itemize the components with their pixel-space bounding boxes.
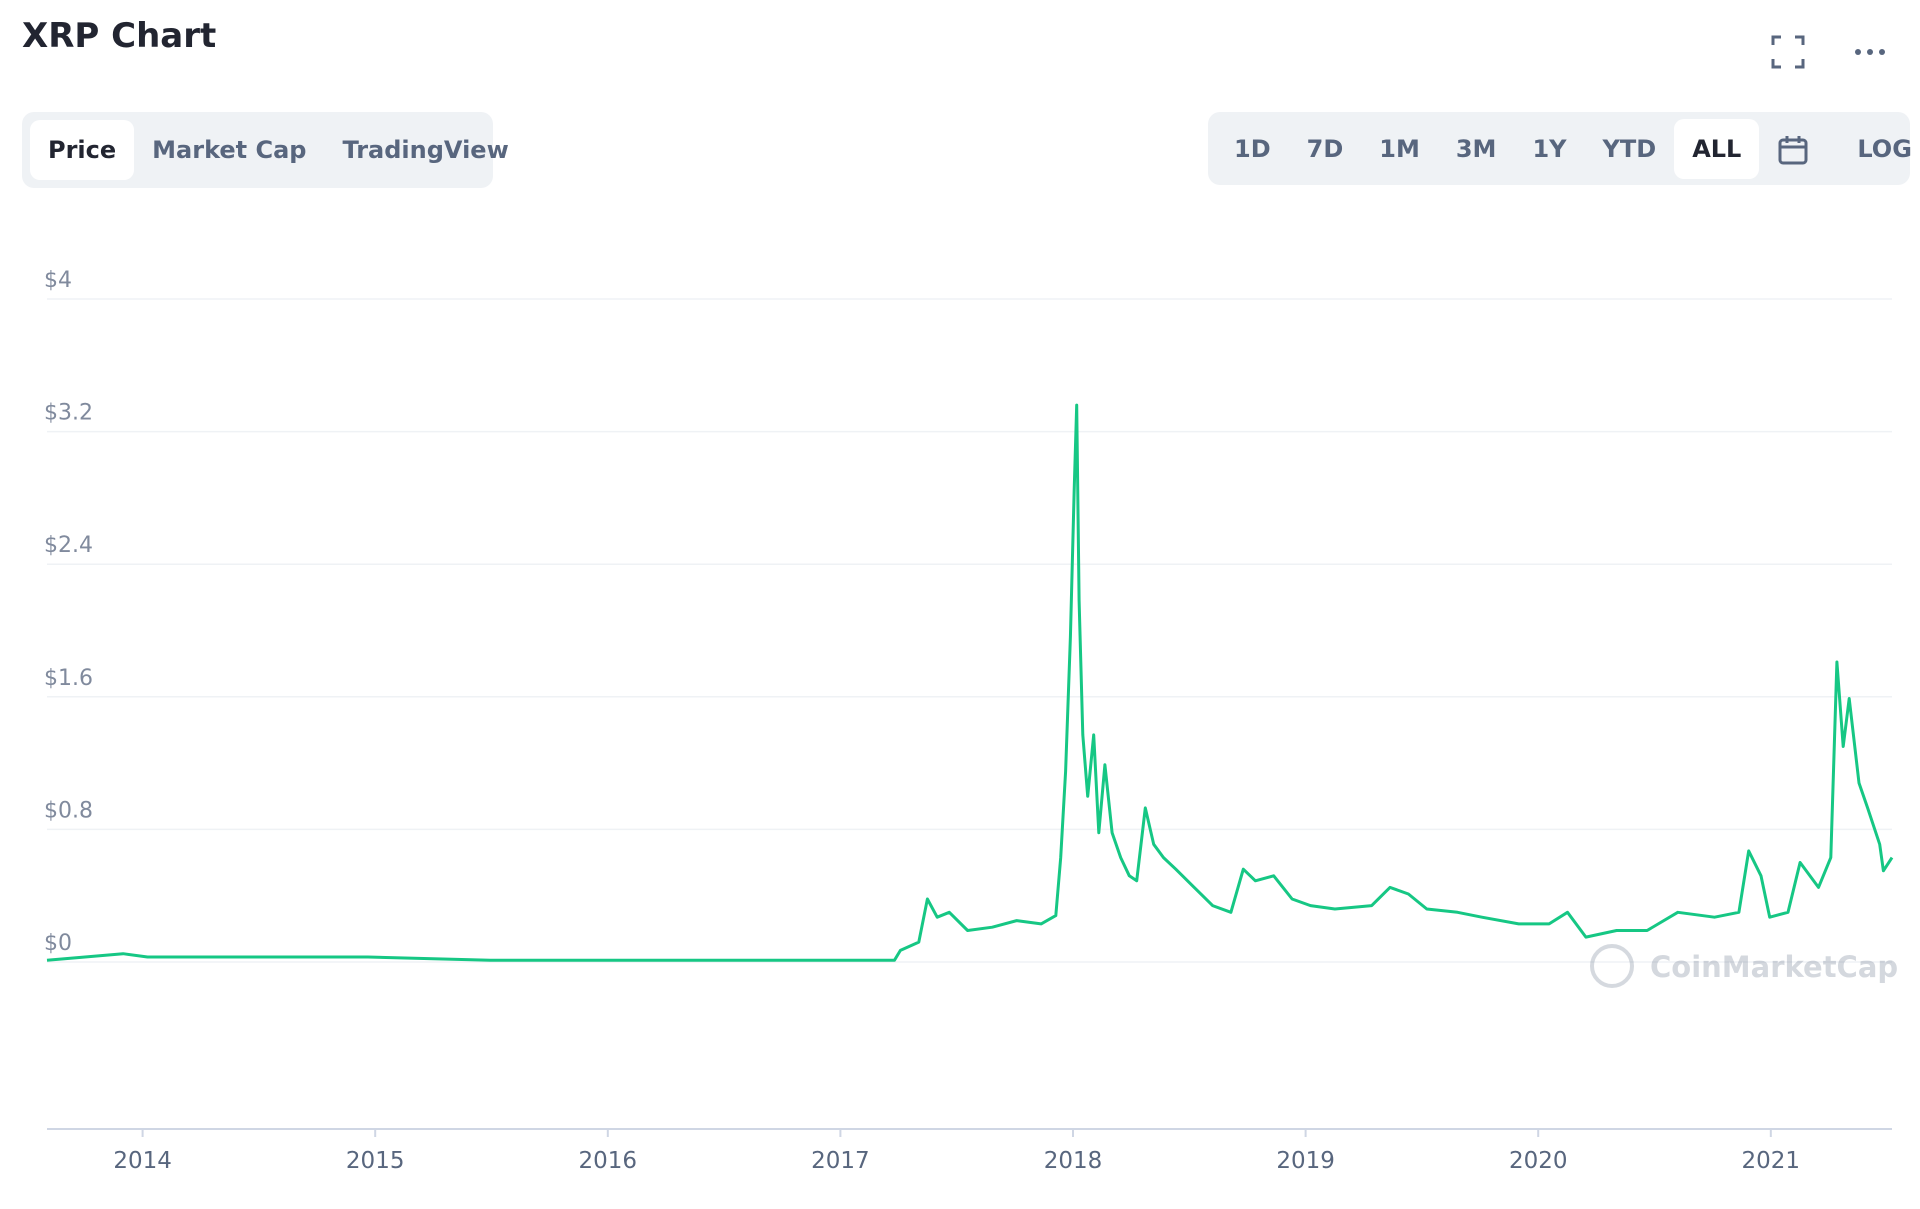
range-button[interactable]: 7D [1306,134,1344,163]
x-tick-label: 2019 [1276,1148,1335,1174]
x-tick-label: 2014 [113,1148,172,1174]
y-tick-label: $1.6 [44,666,93,691]
calendar-button[interactable] [1759,119,1827,179]
range-button[interactable]: YTD [1602,134,1657,163]
log-button[interactable]: LOG [1857,134,1912,163]
tab-button[interactable]: Market Cap [152,136,307,164]
range-button[interactable]: ALL [1674,118,1760,179]
chart-title: XRP Chart [22,16,217,56]
y-tick-label: $4 [44,268,72,293]
y-tick-label: $2.4 [44,533,93,558]
tab-button[interactable]: TradingView [342,136,509,164]
y-tick-label: $3.2 [44,401,93,426]
watermark [1590,944,1634,988]
x-tick-label: 2021 [1742,1148,1801,1174]
range-button[interactable]: 3M [1455,134,1497,163]
range-button[interactable]: 1M [1379,134,1420,163]
price-line [46,403,1894,962]
more-icon[interactable] [1852,40,1888,64]
watermark-logo [1590,944,1634,988]
x-tick-label: 2017 [811,1148,870,1174]
y-tick-label: $0.8 [44,798,93,823]
calendar-icon [1778,135,1808,164]
x-tick-label: 2016 [579,1148,638,1174]
x-tick-label: 2020 [1509,1148,1568,1174]
y-tick-label: $0 [44,931,72,956]
range-button[interactable]: 1D [1234,134,1271,163]
watermark-text: CoinMarketCap [1650,950,1898,984]
range-group: 1D 7D 1M 3M 1Y YTD ALL LOG [1208,112,1912,185]
fullscreen-icon[interactable] [1770,34,1806,70]
tab-button[interactable]: Price [30,120,135,180]
tab-group: Price Market Cap TradingView [22,112,509,188]
range-button[interactable]: 1Y [1532,134,1567,163]
x-tick-label: 2018 [1044,1148,1103,1174]
x-tick-label: 2015 [346,1148,405,1174]
